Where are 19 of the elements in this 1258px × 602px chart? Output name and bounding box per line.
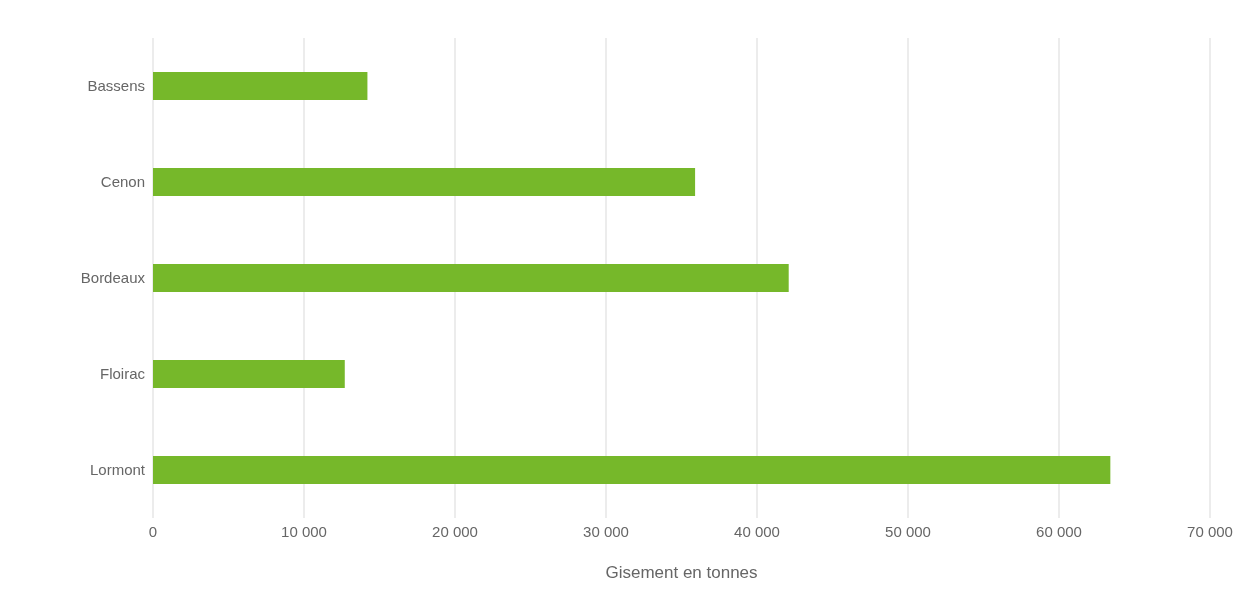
bar (153, 264, 789, 292)
x-tick-label: 0 (148, 522, 158, 540)
bar (153, 360, 345, 388)
y-tick-label: Bordeaux (80, 269, 146, 287)
x-tick-label: 30 000 (583, 522, 629, 540)
bar (153, 72, 368, 100)
bar (153, 456, 1111, 484)
x-tick-label: 40 000 (734, 522, 780, 540)
x-tick-label: 70 000 (1187, 522, 1233, 540)
bar (153, 168, 696, 196)
x-axis-title: Gisement en tonnes (605, 563, 758, 582)
y-tick-label: Lormont (89, 461, 146, 479)
y-tick-label: Cenon (100, 173, 145, 191)
x-tick-label: 50 000 (885, 522, 931, 540)
x-tick-label: 60 000 (1036, 522, 1082, 540)
x-tick-label: 10 000 (281, 522, 327, 540)
y-tick-label: Floirac (99, 365, 146, 383)
x-tick-label: 20 000 (432, 522, 478, 540)
y-tick-label: Bassens (87, 77, 145, 95)
